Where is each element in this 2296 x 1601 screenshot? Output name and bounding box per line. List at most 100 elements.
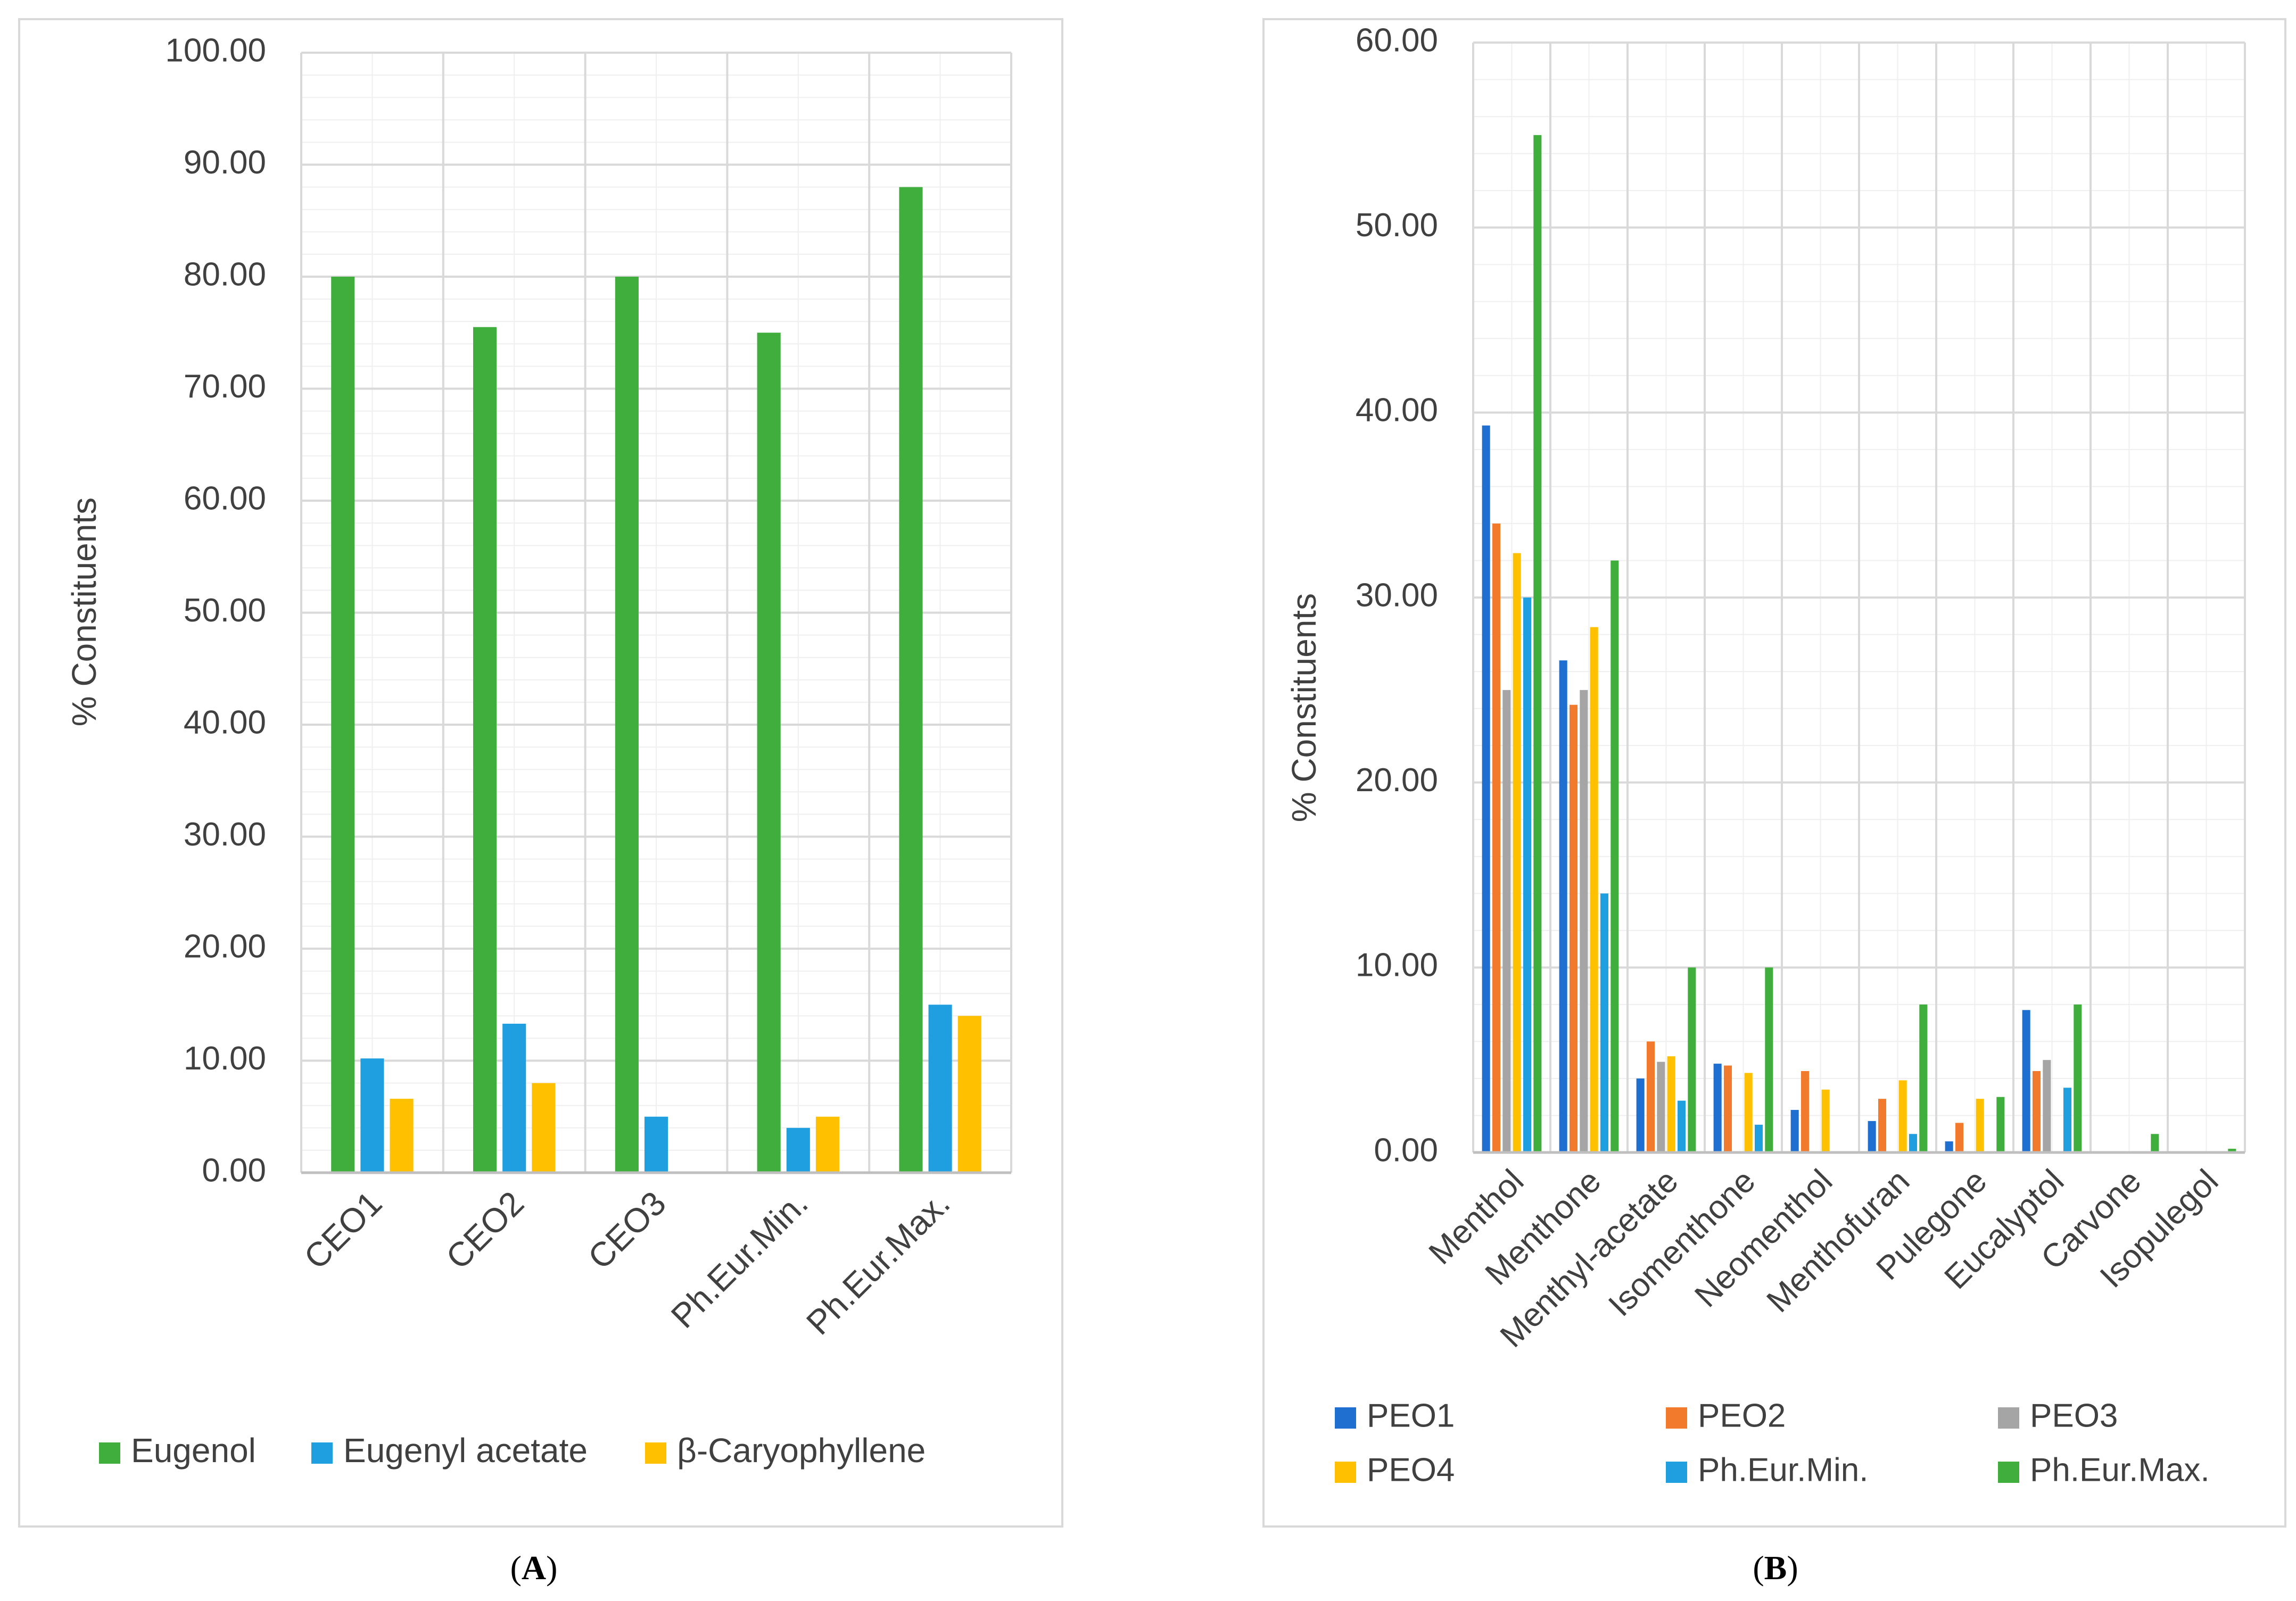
bar-ph-eur-max--isomenthone	[1765, 967, 1773, 1152]
y-tick-label: 80.00	[184, 256, 266, 293]
legend-swatch	[1998, 1407, 2019, 1429]
chart-b-panel-label: (B)	[1753, 1549, 1798, 1587]
bar-peo3-menthol	[1502, 690, 1511, 1152]
legend-swatch	[1335, 1462, 1356, 1483]
bar-peo4-neomenthol	[1821, 1089, 1830, 1152]
bar-ph-eur-min--eucalyptol	[2063, 1088, 2072, 1152]
legend-label: Eugenol	[131, 1431, 256, 1470]
chart-a-panel-label: (A)	[510, 1549, 558, 1587]
legend-swatch	[1998, 1462, 2019, 1483]
y-tick-label: 20.00	[1356, 762, 1438, 799]
bar--caryophyllene-ceo1	[390, 1099, 414, 1173]
bar-peo4-menthol	[1513, 553, 1521, 1152]
bar-eugenyl-acetate-ph-eur-max-	[928, 1005, 952, 1173]
bar-eugenyl-acetate-ceo3	[644, 1116, 668, 1173]
bar-eugenyl-acetate-ph-eur-min-	[786, 1127, 810, 1173]
y-tick-label: 10.00	[184, 1040, 266, 1077]
bar-ph-eur-max--menthofuran	[1919, 1004, 1928, 1152]
legend-label: Ph.Eur.Min.	[1698, 1451, 1868, 1488]
bar-ph-eur-max--carvone	[2151, 1134, 2159, 1152]
y-tick-label: 90.00	[184, 144, 266, 181]
y-tick-label: 20.00	[184, 928, 266, 965]
y-tick-label: 0.00	[1374, 1132, 1438, 1168]
bar-ph-eur-max--menthol	[1533, 135, 1542, 1152]
y-tick-label: 0.00	[202, 1152, 266, 1189]
legend-label: PEO3	[2030, 1397, 2118, 1434]
legend-swatch	[1335, 1407, 1356, 1429]
bar-peo1-pulegone	[1945, 1141, 1953, 1152]
legend-label: Eugenyl acetate	[343, 1431, 588, 1470]
chart-a-bars	[331, 187, 981, 1173]
bar-eugenol-ph-eur-min-	[757, 333, 781, 1173]
bar-peo2-menthol	[1492, 523, 1501, 1152]
y-tick-label: 50.00	[184, 592, 266, 629]
bar-peo4-menthofuran	[1898, 1080, 1907, 1152]
bar-peo1-menthyl-acetate	[1636, 1078, 1645, 1152]
chart-a-legend: Eugenol Eugenyl acetate β-Caryophyllene	[99, 1431, 926, 1470]
y-tick-label: 60.00	[184, 480, 266, 517]
y-tick-label: 10.00	[1356, 947, 1438, 984]
bar-peo4-menthyl-acetate	[1667, 1056, 1675, 1152]
bar-peo3-menthyl-acetate	[1657, 1061, 1665, 1152]
chart-b-y-tick-labels: 0.00 10.00 20.00 30.00 40.00 50.00 60.00	[1356, 22, 1438, 1168]
y-tick-label: 30.00	[1356, 577, 1438, 613]
bar--caryophyllene-ph-eur-min-	[815, 1116, 839, 1173]
bar-eugenol-ph-eur-max-	[899, 187, 923, 1173]
bar-peo2-pulegone	[1955, 1123, 1964, 1152]
bar-eugenol-ceo1	[331, 277, 355, 1173]
bar-peo1-menthol	[1482, 425, 1490, 1153]
bar-ph-eur-max--menthone	[1610, 560, 1619, 1152]
bar-ph-eur-min--menthofuran	[1909, 1134, 1918, 1152]
bar--caryophyllene-ph-eur-max-	[957, 1016, 981, 1173]
y-tick-label: 50.00	[1356, 207, 1438, 244]
bar-peo1-eucalyptol	[2022, 1010, 2030, 1152]
bar-peo2-isomenthone	[1723, 1065, 1732, 1152]
chart-b-y-axis-label: % Constituents	[1285, 593, 1323, 822]
chart-a-panel-letter: A	[522, 1549, 546, 1587]
bar-eugenyl-acetate-ceo1	[360, 1058, 384, 1173]
bar-ph-eur-min--menthone	[1600, 893, 1609, 1152]
legend-swatch	[1666, 1462, 1687, 1483]
legend-swatch	[311, 1442, 333, 1464]
y-tick-label: 60.00	[1356, 22, 1438, 59]
bar-peo4-isomenthone	[1744, 1073, 1753, 1152]
bar-peo1-neomenthol	[1790, 1110, 1799, 1152]
legend-swatch	[99, 1442, 120, 1464]
bar-peo2-eucalyptol	[2032, 1071, 2041, 1152]
bar-ph-eur-max--menthyl-acetate	[1688, 967, 1696, 1152]
bar-ph-eur-max--pulegone	[1996, 1097, 2005, 1152]
bar-peo3-eucalyptol	[2043, 1060, 2051, 1152]
bar-peo2-menthone	[1569, 704, 1578, 1152]
bar-peo1-isomenthone	[1713, 1064, 1722, 1152]
bar-peo4-pulegone	[1976, 1099, 1984, 1152]
y-tick-label: 40.00	[184, 704, 266, 741]
chart-a-frame	[18, 18, 1063, 1528]
legend-label: Ph.Eur.Max.	[2030, 1451, 2210, 1488]
legend-label: PEO4	[1367, 1451, 1455, 1488]
bar-peo3-menthone	[1580, 690, 1588, 1152]
bar-peo1-menthofuran	[1868, 1121, 1876, 1152]
chart-b-bars	[1482, 135, 2236, 1153]
bar-eugenol-ceo2	[473, 327, 497, 1173]
legend-label: PEO2	[1698, 1397, 1786, 1434]
bar-ph-eur-max--eucalyptol	[2074, 1004, 2082, 1152]
chart-b-legend: PEO1 PEO2 PEO3 PEO4 Ph.Eur.Min. Ph.Eur.Max.	[1335, 1397, 2210, 1488]
y-tick-label: 30.00	[184, 816, 266, 853]
chart-b-panel-letter: B	[1764, 1549, 1787, 1587]
bar-peo2-neomenthol	[1801, 1071, 1810, 1152]
bar-ph-eur-max--isopulegol	[2228, 1149, 2236, 1152]
chart-a-y-tick-labels: 0.00 10.00 20.00 30.00 40.00 50.00 60.00 70.00 8…	[165, 32, 266, 1189]
chart-a-y-axis-label: % Constituents	[65, 497, 103, 726]
legend-label: PEO1	[1367, 1397, 1455, 1434]
legend-swatch	[1666, 1407, 1687, 1429]
bar--caryophyllene-ceo2	[532, 1083, 556, 1173]
bar-peo4-menthone	[1590, 627, 1598, 1152]
chart-panel-a: 0.00 10.00 20.00 30.00 40.00 50.00 60.00 70.00 8…	[18, 18, 1063, 1587]
bar-eugenyl-acetate-ceo2	[502, 1024, 526, 1173]
y-tick-label: 40.00	[1356, 392, 1438, 429]
y-tick-label: 100.00	[165, 32, 266, 69]
chart-b-frame	[1262, 18, 2286, 1528]
legend-swatch	[645, 1442, 666, 1464]
